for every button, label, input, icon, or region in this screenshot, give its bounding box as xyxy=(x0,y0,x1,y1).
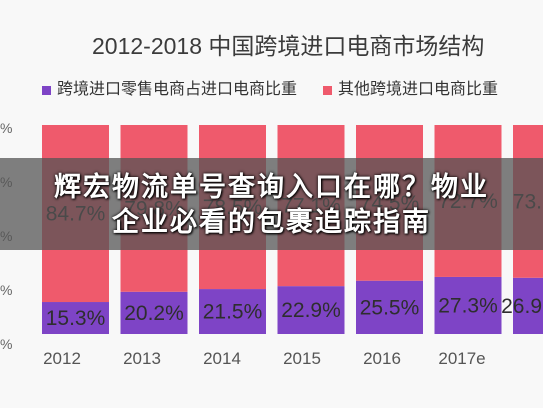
y-tick-label: % xyxy=(0,282,12,298)
data-label-s0-4: 25.5% xyxy=(360,296,420,319)
x-tick-label: 2014 xyxy=(203,349,241,368)
headline-banner: 辉宏物流单号查询入口在哪？物业 企业必看的包裹追踪指南 xyxy=(0,158,543,250)
bar-segment-s0-3 xyxy=(277,286,345,334)
banner-line-2: 企业必看的包裹追踪指南 xyxy=(112,207,431,237)
banner-line-1: 辉宏物流单号查询入口在哪？物业 xyxy=(54,172,489,202)
y-tick-label: % xyxy=(0,120,12,136)
data-label-s0-3: 22.9% xyxy=(281,299,341,322)
x-tick-label: 2016 xyxy=(363,349,401,368)
legend-swatch-pink xyxy=(323,85,332,95)
bar-segment-s0-2 xyxy=(199,289,266,334)
legend-item-other-share: 其他跨境进口电商比重 xyxy=(323,80,498,100)
bar-segment-s0-1 xyxy=(120,291,188,334)
data-label-s0-2: 21.5% xyxy=(203,301,263,324)
x-tick-label: 2012 xyxy=(43,349,81,368)
x-tick-label: 2015 xyxy=(283,349,321,368)
data-label-s0-5: 27.3% xyxy=(438,294,498,317)
bar-segment-s0-4 xyxy=(356,280,423,334)
data-label-s0-1: 20.2% xyxy=(124,302,184,325)
legend-item-retail-share: 跨境进口零售电商占进口电商比重 xyxy=(42,80,297,100)
x-tick-label: 2013 xyxy=(123,349,161,368)
data-label-s0-6: 26.9 xyxy=(501,295,542,318)
bar-segment-s0-0 xyxy=(42,302,109,334)
legend-label: 跨境进口零售电商占进口电商比重 xyxy=(57,81,298,98)
chart-title: 2012-2018 中国跨境进口电商市场结构 xyxy=(92,33,485,59)
bar-segment-s0-6 xyxy=(513,277,543,334)
y-tick-label: % xyxy=(0,336,12,352)
bar-segment-s0-5 xyxy=(434,276,502,334)
x-tick-label: 2017e xyxy=(438,349,485,368)
data-label-s0-0: 15.3% xyxy=(46,307,106,330)
legend-label: 其他跨境进口电商比重 xyxy=(338,81,499,98)
legend-swatch-purple xyxy=(42,85,51,95)
